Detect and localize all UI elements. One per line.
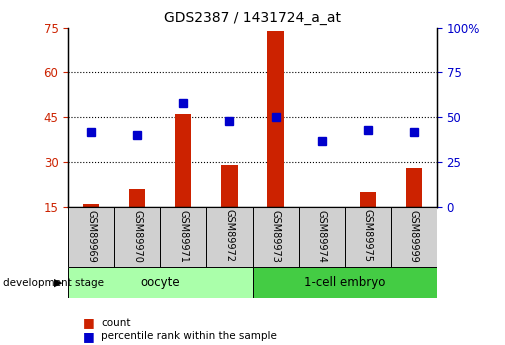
Text: development stage: development stage [3,278,104,288]
Bar [221,165,237,207]
Bar [207,207,252,267]
Text: oocyte: oocyte [140,276,180,289]
Text: ■: ■ [83,330,95,343]
Text: GSM89971: GSM89971 [178,209,188,263]
Bar [406,168,422,207]
Bar [252,207,298,267]
Bar [114,207,161,267]
Bar [161,207,207,267]
Bar [68,267,252,298]
Text: percentile rank within the sample: percentile rank within the sample [101,332,277,341]
Title: GDS2387 / 1431724_a_at: GDS2387 / 1431724_a_at [164,11,341,25]
Text: GSM89969: GSM89969 [86,210,96,262]
Bar [391,207,437,267]
Text: GSM89974: GSM89974 [317,209,327,263]
Text: 1-cell embryo: 1-cell embryo [304,276,385,289]
Bar [252,267,437,298]
Bar [68,207,114,267]
Text: GSM89975: GSM89975 [363,209,373,263]
Text: ■: ■ [83,316,95,329]
Text: GSM89999: GSM89999 [409,210,419,262]
Text: ▶: ▶ [54,278,62,288]
Text: GSM89970: GSM89970 [132,209,142,263]
Bar [345,207,391,267]
Bar [268,31,284,207]
Bar [175,114,191,207]
Text: GSM89972: GSM89972 [224,209,234,263]
Bar [298,207,345,267]
Bar [83,204,99,207]
Text: count: count [101,318,130,327]
Bar [360,192,376,207]
Bar [129,189,145,207]
Text: GSM89973: GSM89973 [271,209,281,263]
